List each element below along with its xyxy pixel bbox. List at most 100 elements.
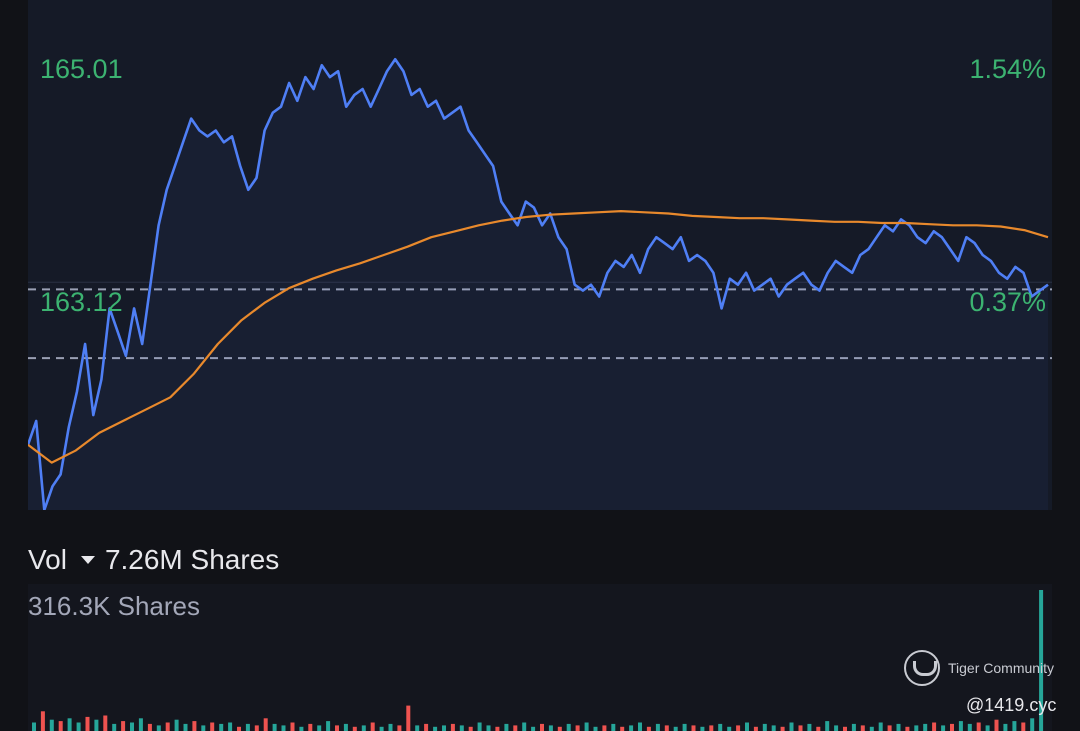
volume-bar [531, 726, 536, 731]
volume-bar [896, 723, 901, 731]
pct-high-label: 1.54% [969, 54, 1046, 84]
volume-bar [379, 726, 384, 731]
volume-bar [495, 726, 500, 731]
watermark: Tiger Community [904, 650, 1054, 686]
volume-bar [156, 725, 161, 731]
volume-bar [673, 726, 678, 731]
volume-bar [442, 725, 446, 731]
volume-chart[interactable]: 316.3K Shares [28, 584, 1052, 731]
watermark-handle: @1419.cyc [966, 695, 1057, 715]
volume-bar [540, 723, 544, 731]
price-chart-svg [28, 57, 1052, 510]
volume-bar [406, 705, 411, 731]
volume-bar [352, 726, 357, 731]
volume-bar [219, 723, 224, 731]
volume-bar [566, 723, 571, 731]
volume-bar [950, 723, 954, 731]
volume-bar [611, 723, 616, 731]
volume-bar [691, 725, 696, 731]
volume-bar [798, 725, 803, 731]
volume-bar [700, 726, 705, 731]
volume-bar [932, 722, 937, 731]
volume-bar [771, 725, 776, 731]
volume-bar [281, 725, 286, 731]
volume-bar [718, 723, 723, 731]
volume-bar [147, 723, 152, 731]
volume-bar [299, 726, 304, 731]
volume-bar [486, 725, 491, 731]
tiger-logo-icon [904, 650, 940, 686]
volume-bar [646, 726, 651, 731]
volume-bar [450, 723, 455, 731]
price-chart[interactable]: 165.01 163.12 1.54% 0.37% [28, 0, 1052, 510]
average-price-line [28, 210, 1049, 464]
volume-max-label: 316.3K Shares [28, 591, 201, 621]
volume-bar [112, 723, 117, 731]
volume-bar [210, 722, 215, 731]
volume-bar [709, 725, 714, 731]
volume-bar [424, 723, 429, 731]
volume-bar [361, 725, 366, 731]
volume-bar [138, 718, 143, 731]
volume-bar [593, 726, 598, 731]
volume-bar [121, 721, 126, 731]
volume-bar [629, 725, 634, 731]
volume-bar [851, 723, 856, 731]
volume-bar [32, 722, 36, 731]
volume-chart-svg [32, 590, 1044, 731]
volume-bar [1030, 718, 1035, 731]
price-high-label: 165.01 [40, 54, 123, 84]
volume-bar [958, 721, 963, 731]
volume-bar [967, 723, 972, 731]
volume-bar [736, 725, 741, 731]
volume-bar [94, 719, 99, 731]
volume-bar [272, 723, 277, 731]
volume-header[interactable]: Vol 7.26M Shares [28, 540, 279, 580]
volume-bar [905, 726, 910, 731]
volume-bar [557, 726, 562, 731]
volume-bar [335, 725, 339, 731]
volume-bar [914, 725, 919, 731]
volume-bar [807, 723, 812, 731]
volume-bar [602, 725, 607, 731]
caret-down-icon[interactable] [80, 556, 95, 564]
volume-bar [433, 726, 438, 731]
pct-ref-label: 0.37% [969, 287, 1046, 317]
volume-total-label: 7.26M Shares [104, 544, 280, 575]
watermark-brand: Tiger Community [948, 660, 1055, 676]
volume-bar [397, 725, 402, 731]
volume-bar [459, 725, 464, 731]
volume-bar [825, 721, 830, 731]
volume-bar [745, 722, 749, 731]
volume-bar [183, 723, 188, 731]
volume-bar [504, 723, 509, 731]
volume-bar [1021, 722, 1026, 731]
volume-bar [192, 721, 197, 731]
volume-bar [1012, 721, 1017, 731]
volume-bar [370, 722, 375, 731]
volume-bar [49, 719, 54, 731]
volume-bar [1039, 590, 1044, 731]
volume-bar [780, 726, 785, 731]
volume-bar [201, 725, 206, 731]
volume-bar [165, 722, 170, 731]
volume-bar [76, 722, 81, 731]
volume-bar [245, 723, 250, 731]
volume-bar [228, 722, 233, 731]
volume-bar [789, 722, 794, 731]
volume-bar [994, 719, 999, 731]
volume-bar [664, 725, 669, 731]
volume-bar [415, 725, 420, 731]
volume-bar [985, 725, 990, 731]
volume-bar [584, 722, 589, 731]
volume-bar [263, 718, 268, 731]
volume-bar [753, 726, 758, 731]
volume-bar [976, 722, 981, 731]
volume-bar [878, 722, 883, 731]
volume-bar [887, 725, 892, 731]
volume-bar [308, 723, 313, 731]
volume-bar [237, 726, 241, 731]
volume-bar [343, 723, 348, 731]
volume-bar [174, 719, 179, 731]
volume-bar [290, 722, 295, 731]
